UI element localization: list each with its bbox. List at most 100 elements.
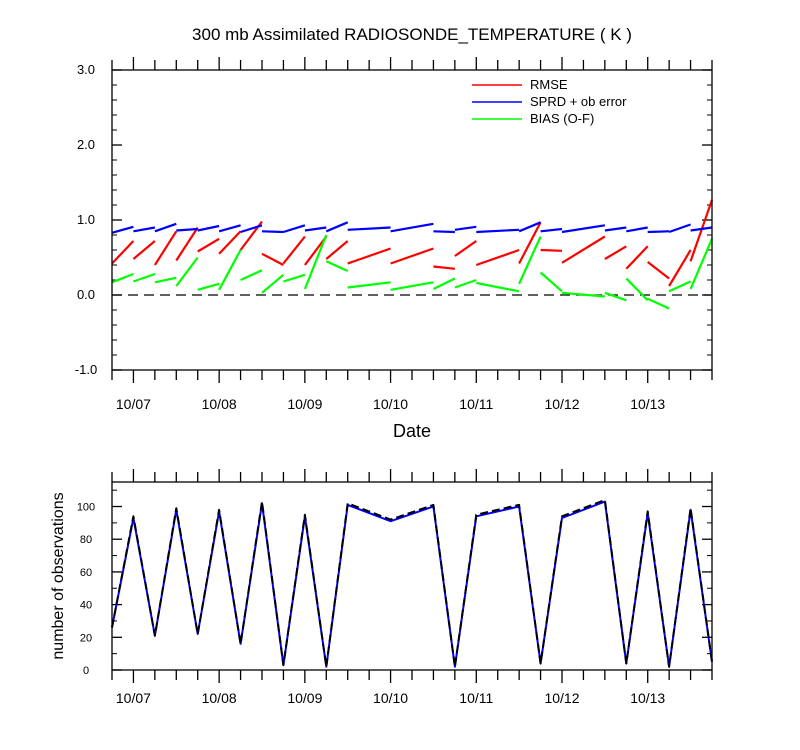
series-sprd-ob-error-segment [561,224,606,234]
series-rmse-segment [454,240,477,257]
series-sprd-ob-error-segment [518,221,542,233]
legend: RMSE SPRD + ob error BIAS (O-F) [472,77,627,126]
series-rmse-segment [153,230,178,266]
y-tick-label: 2.0 [77,137,95,152]
series-sprd-ob-error-segment [690,226,713,232]
series-bias-o-f-segment [197,282,220,291]
y-tick-label: 60 [80,567,92,579]
y-tick-label: 1.0 [77,212,95,227]
top-plot-frame [111,69,713,371]
legend-label-bias: BIAS (O-F) [530,111,594,126]
series-bias-o-f-segment [689,238,714,290]
x-tick-label: 10/10 [373,396,408,412]
series-sprd-ob-error-segment [240,224,263,234]
series-sprd-ob-error-segment [647,230,670,234]
bottom-plot-frame [111,481,713,671]
bottom-x-tick-labels: 10/07 10/08 10/09 10/10 10/11 10/12 10/13 [116,690,666,706]
series-sprd-ob-error-segment [304,226,327,232]
series-sprd-ob-error-segment [197,224,220,232]
series-sprd-ob-error-segment [454,225,477,231]
x-tick-label: 10/12 [544,690,579,706]
x-tick-label: 10/07 [116,690,151,706]
series-sprd-ob-error-segment [626,226,648,233]
series-bias-o-f-segment [647,297,670,310]
series-rmse-segment [540,248,563,252]
series-sprd-ob-error-segment [176,227,198,232]
y-tick-label: -1.0 [75,362,97,377]
y-tick-label: 0.0 [77,287,95,302]
y-tick-label: 80 [80,534,92,546]
top-y-tick-labels: -1.0 0.0 1.0 2.0 3.0 [75,62,97,377]
x-tick-label: 10/07 [116,396,151,412]
series-bias-o-f-segment [518,236,542,285]
y-tick-label: 0 [83,665,89,677]
series-bias-o-f-segment [154,276,177,284]
x-tick-label: 10/08 [202,690,237,706]
series-sprd-ob-error-segment [604,226,627,232]
chart-title: 300 mb Assimilated RADIOSONDE_TEMPERATUR… [192,25,632,44]
series-bias-o-f-segment [604,291,627,302]
series-sprd-ob-error-segment [283,224,306,234]
y-tick-label: 20 [80,632,92,644]
x-axis-label: Date [393,421,431,441]
series-bias-o-f-segment [347,281,391,289]
series-sprd-ob-error-segment [476,228,520,234]
x-tick-label: 10/10 [373,690,408,706]
series-sprd-ob-error-segment [133,226,156,233]
series-sprd-ob-error-segment [218,224,241,233]
series-bias-o-f-segment [668,280,692,293]
series-rmse-segment [647,261,670,280]
series-bias-o-f-segment [283,273,306,283]
series-bias-o-f-segment [325,260,349,273]
series-bias-o-f-segment [218,249,242,291]
series-rmse-segment [261,252,284,266]
observations-dashed-line [111,499,713,668]
series-sprd-ob-error-segment [111,225,134,234]
series-rmse-segment [325,240,349,260]
series-sprd-ob-error-segment [540,227,563,233]
y-axis-label-observations: number of observations [50,492,67,659]
series-sprd-ob-error-segment [261,230,284,234]
series-sprd-ob-error-segment [154,222,177,233]
series-rmse-segment [175,226,199,262]
series-rmse-segment [282,235,306,265]
series-sprd-ob-error-segment [668,223,691,234]
series-bias-o-f-segment [539,271,563,293]
series-rmse-segment [689,199,714,262]
legend-label-sprd: SPRD + ob error [530,94,627,109]
series-rmse-segment [433,265,456,270]
series-bias-o-f-segment [261,273,285,294]
y-tick-label: 100 [77,502,95,514]
bottom-y-tick-labels: 0 20 40 60 80 100 [77,502,95,677]
y-tick-label: 40 [80,600,92,612]
series-rmse-segment [518,221,542,265]
series-bias-o-f-segment [432,277,456,290]
series-sprd-ob-error-segment [433,230,455,234]
series-sprd-ob-error-segment [347,226,391,231]
series-bias-o-f-segment [111,272,134,284]
series-bias-o-f-segment [175,256,199,287]
series-bias-o-f-segment [240,269,263,282]
x-tick-label: 10/11 [459,690,493,706]
series-bias-o-f-segment [133,272,156,283]
series-rmse-segment [625,245,649,270]
x-tick-label: 10/09 [287,690,322,706]
series-rmse-segment [604,245,627,260]
observations-solid-line [111,500,713,668]
series-rmse-segment [668,249,692,287]
x-tick-label: 10/09 [287,396,322,412]
x-tick-label: 10/13 [630,690,665,706]
x-tick-label: 10/12 [544,396,579,412]
series-rmse-segment [132,240,156,260]
series-bias-o-f-segment [454,278,477,289]
series-rmse-segment [561,235,606,264]
series-rmse-segment [475,248,520,267]
series-sprd-ob-error-segment [325,221,349,233]
series-rmse-segment [218,230,242,255]
series-bias-o-f-segment [390,281,434,291]
series-rmse-segment [111,240,135,265]
series-rmse-segment [197,237,220,253]
bottom-tick-marks [111,469,713,683]
series-bias-o-f-segment [476,281,520,293]
